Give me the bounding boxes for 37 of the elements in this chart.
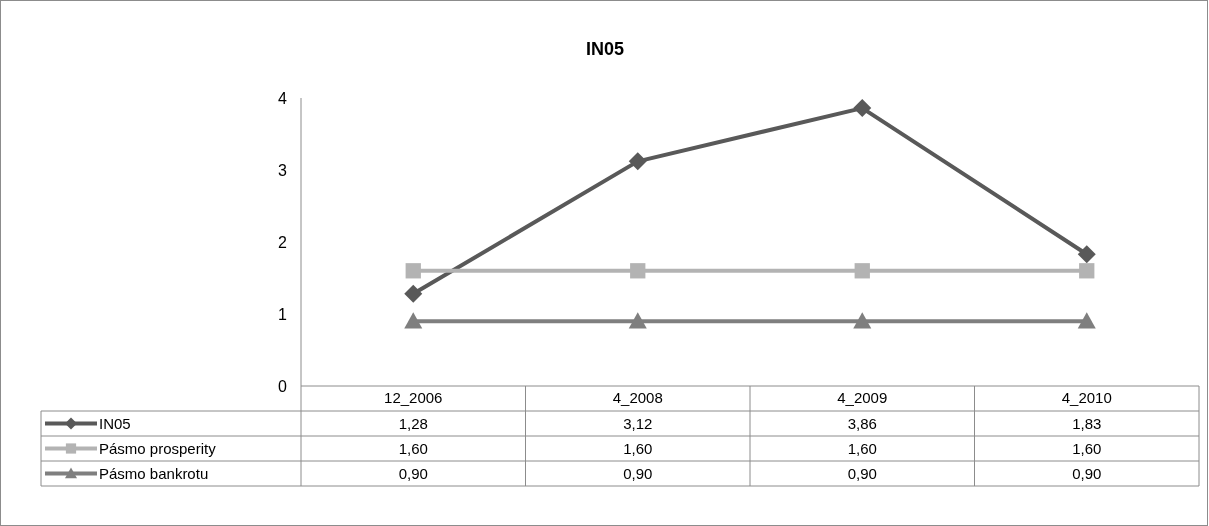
point (630, 263, 646, 279)
data-label: 0,90 (398, 464, 428, 482)
point (1077, 245, 1096, 264)
data-label: 0,90 (1072, 464, 1102, 482)
data-label: 1,60 (847, 439, 877, 457)
point (404, 284, 423, 303)
x-tick-label: 4_2008 (612, 388, 663, 406)
data-label: 0,90 (623, 464, 653, 482)
x-tick-label: 12_2006 (384, 388, 443, 406)
y-tick-label: 0 (278, 377, 288, 395)
legend-label: Pásmo prosperity (99, 439, 217, 457)
data-label: 1,60 (398, 439, 428, 457)
point (1077, 312, 1096, 329)
point (628, 152, 647, 171)
x-tick-label: 4_2010 (1061, 388, 1112, 406)
data-label: 3,86 (847, 414, 877, 432)
y-tick-label: 1 (278, 305, 288, 323)
point (854, 263, 870, 279)
data-label: 1,60 (623, 439, 653, 457)
point (628, 312, 647, 329)
legend-label: Pásmo bankrotu (99, 464, 209, 482)
point (404, 312, 423, 329)
y-tick-label: 4 (278, 89, 288, 107)
point (405, 263, 421, 279)
data-label: 1,28 (398, 414, 428, 432)
y-tick-label: 2 (278, 233, 288, 251)
chart-title: IN05 (585, 39, 625, 60)
point (853, 312, 872, 329)
data-label: 0,90 (847, 464, 877, 482)
y-tick-label: 3 (278, 161, 288, 179)
point (1079, 263, 1095, 279)
x-tick-label: 4_2009 (837, 388, 888, 406)
data-label: 1,83 (1072, 414, 1102, 432)
data-label: 3,12 (623, 414, 653, 432)
data-label: 1,60 (1072, 439, 1102, 457)
point (853, 99, 872, 118)
legend-label: IN05 (99, 414, 131, 432)
